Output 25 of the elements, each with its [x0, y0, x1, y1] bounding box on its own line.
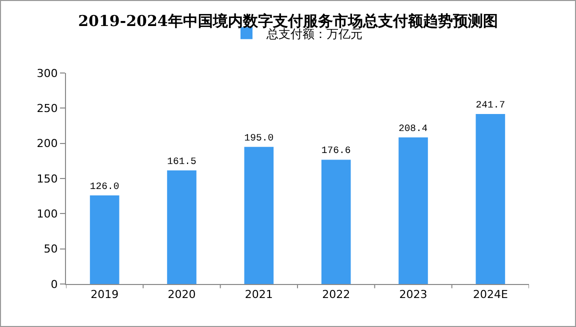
x-tick-label: 2021	[244, 288, 273, 302]
text: 176.6	[321, 145, 351, 156]
x-tick-label: 2023	[399, 288, 428, 302]
bar	[398, 137, 428, 284]
y-tick-label: 300	[36, 66, 58, 80]
text: 241.7	[476, 99, 506, 110]
x-tick-label: 2020	[168, 288, 196, 302]
x-tick-label: 2022	[322, 288, 350, 302]
y-tick-label: 250	[36, 102, 58, 116]
bar	[167, 170, 196, 284]
bar	[90, 195, 120, 284]
y-tick-label: 200	[36, 137, 58, 150]
bar	[244, 146, 274, 284]
y-tick-label: 50	[44, 242, 58, 256]
x-tick-label: 2019	[90, 288, 119, 302]
bar	[476, 114, 506, 284]
text: 208.4	[398, 122, 428, 134]
text: 195.0	[244, 132, 274, 144]
text: 126.0	[90, 180, 120, 192]
text: 161.5	[167, 156, 196, 167]
y-tick-label: 150	[36, 172, 58, 186]
y-tick-label: 0	[50, 278, 58, 291]
x-tick-label: 2024E	[472, 288, 508, 302]
y-tick-label: 100	[36, 208, 58, 221]
bar	[321, 160, 351, 284]
